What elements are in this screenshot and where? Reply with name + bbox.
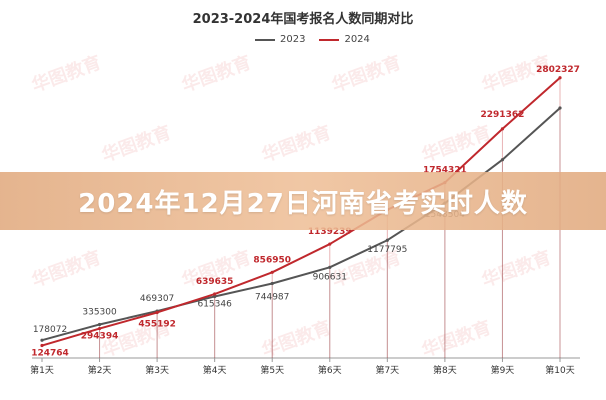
data-label-2023: 335300 <box>82 307 117 317</box>
x-tick-label: 第7天 <box>375 364 399 376</box>
data-point <box>558 106 562 110</box>
x-tick-label: 第5天 <box>260 364 284 376</box>
data-label-2024: 856950 <box>253 255 291 265</box>
data-label-2023: 178072 <box>33 325 67 335</box>
data-point <box>385 238 389 242</box>
series-line-2024 <box>41 77 561 347</box>
data-label-2024: 124764 <box>31 349 69 359</box>
x-tick-label: 第1天 <box>30 364 54 376</box>
data-label-2023: 906631 <box>313 272 347 282</box>
legend-item-2024: 2024 <box>319 34 370 45</box>
data-label-2023: 615346 <box>197 299 232 309</box>
data-point <box>97 326 102 331</box>
data-label-2023: 744987 <box>255 293 289 303</box>
data-label-2024: 1139239 <box>308 227 352 237</box>
data-point <box>270 281 274 286</box>
data-label-2024: 455192 <box>138 319 176 329</box>
legend-item-2023: 2023 <box>255 34 305 45</box>
headline-text: 2024年12月27日河南省考实时人数 <box>78 188 528 219</box>
data-point <box>40 338 44 342</box>
data-label-2023: 1177795 <box>367 245 407 255</box>
data-point <box>97 322 102 327</box>
data-point <box>213 294 217 299</box>
data-point <box>213 292 217 296</box>
data-point <box>40 343 44 348</box>
data-label-2024: 2291362 <box>481 110 525 120</box>
x-tick-label: 第3天 <box>145 364 169 376</box>
data-point <box>155 310 159 315</box>
legend-label-2023: 2023 <box>280 34 306 45</box>
data-label-2024: 1754321 <box>423 166 467 176</box>
x-tick-label: 第10天 <box>545 364 574 376</box>
legend-swatch-2024 <box>319 38 340 41</box>
x-tick-label: 第4天 <box>203 364 227 376</box>
x-tick-label: 第6天 <box>318 364 342 376</box>
legend-label-2024: 2024 <box>344 34 370 45</box>
chart-legend: 2023 2024 <box>255 34 370 45</box>
data-point <box>500 127 505 131</box>
data-point <box>328 242 332 246</box>
data-label-2024: 639635 <box>196 277 234 287</box>
data-label-2024: 294394 <box>81 332 119 342</box>
data-point <box>328 265 332 269</box>
legend-swatch-2023 <box>255 38 275 41</box>
x-tick-label: 第8天 <box>433 364 457 376</box>
chart-title: 2023-2024年国考报名人数同期对比 <box>192 12 414 27</box>
x-tick-label: 第9天 <box>491 364 515 376</box>
headline-banner: 2024年12月27日河南省考实时人数 <box>0 172 606 230</box>
x-tick-label: 第2天 <box>88 364 112 376</box>
data-point <box>558 76 562 80</box>
data-point <box>500 158 505 162</box>
data-label-2023: 469307 <box>140 294 174 304</box>
data-label-2024: 2802327 <box>536 65 580 75</box>
data-point <box>270 270 274 274</box>
